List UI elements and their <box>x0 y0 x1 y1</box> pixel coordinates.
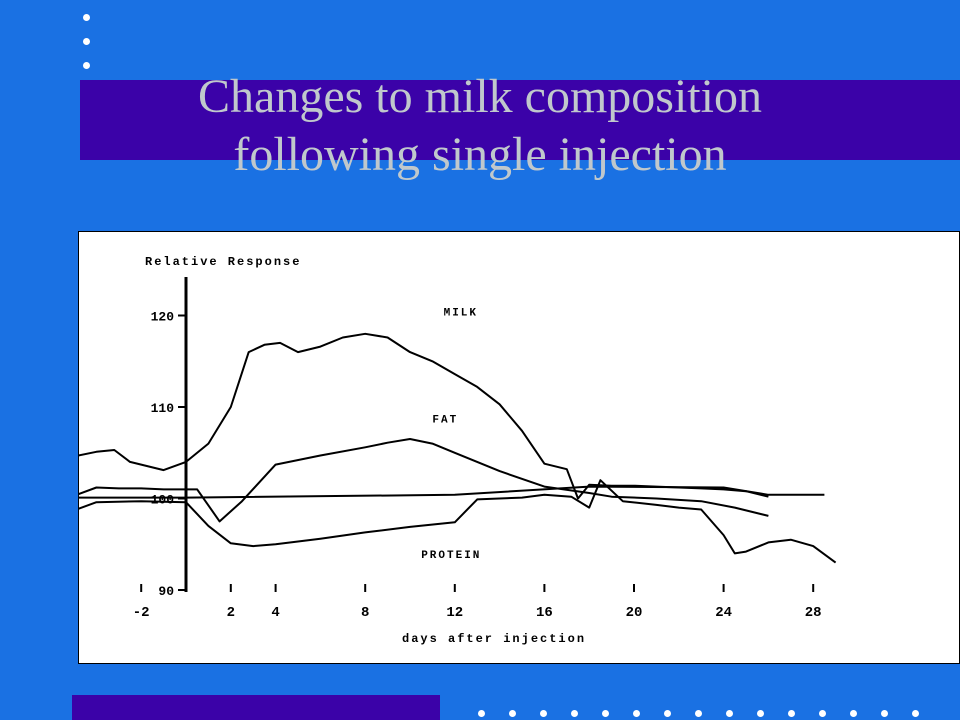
decor-dot <box>509 710 516 717</box>
decor-dot <box>83 38 90 45</box>
series-label-protein: PROTEIN <box>421 550 481 562</box>
x-tick-label: 8 <box>361 605 369 621</box>
series-label-fat: FAT <box>432 415 458 427</box>
x-tick-label: 4 <box>271 605 279 621</box>
x-tick-label: 2 <box>227 605 235 621</box>
series-line-milk <box>79 332 769 500</box>
series-line-fat <box>79 438 769 523</box>
y-tick-label: 100 <box>151 493 175 508</box>
x-tick-label: 20 <box>626 605 643 621</box>
x-tick-label: -2 <box>133 605 150 621</box>
decor-dot <box>850 710 857 717</box>
decor-dot <box>83 62 90 69</box>
chart-markers <box>185 302 187 590</box>
x-tick-label: 16 <box>536 605 553 621</box>
decor-dot <box>757 710 764 717</box>
decor-dot <box>571 710 578 717</box>
decor-dot <box>912 710 919 717</box>
series-line-baseline <box>79 485 825 499</box>
y-tick-label: 90 <box>158 584 174 599</box>
decor-dot <box>695 710 702 717</box>
decor-dot <box>633 710 640 717</box>
decor-dot <box>664 710 671 717</box>
decor-dot <box>788 710 795 717</box>
y-axis-label: Relative Response <box>145 255 301 269</box>
x-tick-label: 24 <box>715 605 732 621</box>
decor-dot <box>478 710 485 717</box>
slide-title-line-2: following single injection <box>233 128 727 181</box>
y-tick-label: 110 <box>151 401 175 416</box>
x-tick-label: 12 <box>446 605 463 621</box>
slide-title: Changes to milk composition following si… <box>80 68 880 184</box>
bottom-band <box>72 695 440 720</box>
chart-axes <box>140 277 815 592</box>
y-tick-label: 120 <box>151 310 175 325</box>
decor-dot <box>83 14 90 21</box>
decor-dot <box>726 710 733 717</box>
chart-series <box>79 332 837 564</box>
decor-dot <box>602 710 609 717</box>
x-axis-label: days after injection <box>402 632 586 646</box>
decor-dot <box>881 710 888 717</box>
title-band <box>80 80 960 160</box>
decor-dot <box>540 710 547 717</box>
slide-title-line-1: Changes to milk composition <box>198 70 762 123</box>
x-tick-label: 28 <box>805 605 822 621</box>
decor-dot <box>819 710 826 717</box>
series-line-protein <box>79 479 837 564</box>
series-label-milk: MILK <box>444 308 478 320</box>
